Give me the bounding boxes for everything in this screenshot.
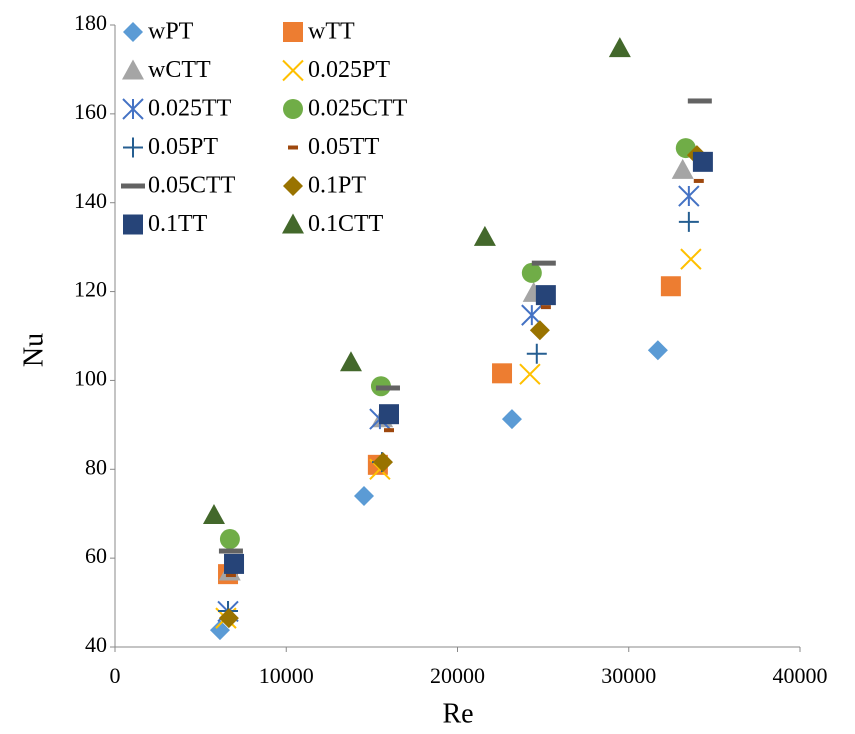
- y-tick-label: 40: [85, 632, 107, 657]
- legend-marker: [283, 99, 303, 119]
- y-axis-title: Nu: [18, 333, 49, 367]
- point: [608, 37, 631, 58]
- point: [531, 260, 556, 266]
- x-tick-label: 40000: [773, 663, 828, 688]
- point: [501, 409, 522, 430]
- point: [692, 151, 713, 172]
- point: [521, 262, 542, 283]
- point: [373, 452, 394, 473]
- legend-marker: [123, 214, 143, 235]
- y-tick-label: 120: [74, 277, 107, 302]
- point: [492, 363, 513, 384]
- point: [225, 573, 236, 578]
- legend-marker: [282, 59, 304, 82]
- y-tick-label: 100: [74, 365, 107, 390]
- x-tick-label: 20000: [430, 663, 485, 688]
- point: [678, 211, 699, 232]
- legend-label: 0.1TT: [148, 211, 208, 237]
- x-tick-label: 0: [110, 663, 121, 688]
- point: [219, 529, 240, 550]
- y-tick-label: 160: [74, 99, 107, 124]
- point: [224, 553, 245, 574]
- y-tick-label: 180: [74, 10, 107, 35]
- legend-label: wPT: [148, 19, 194, 45]
- point: [660, 276, 681, 297]
- point: [678, 185, 700, 207]
- x-axis-title: Re: [442, 698, 473, 729]
- point: [384, 428, 394, 433]
- legend-label: 0.05PT: [148, 134, 218, 160]
- point: [540, 305, 551, 310]
- point: [379, 404, 399, 425]
- legend-label: wCTT: [148, 57, 211, 83]
- legend-marker: [122, 59, 144, 80]
- legend-marker: [283, 176, 303, 196]
- point: [526, 343, 547, 364]
- legend-label: 0.1PT: [308, 173, 366, 199]
- point: [535, 285, 556, 306]
- point: [218, 608, 239, 629]
- legend-marker: [123, 22, 143, 42]
- point: [529, 320, 550, 341]
- point: [353, 485, 374, 506]
- legend-marker: [282, 213, 304, 234]
- legend-marker: [288, 145, 298, 150]
- legend-label: 0.05TT: [308, 134, 380, 160]
- legend-label: 0.05CTT: [148, 173, 236, 199]
- legend-label: 0.025PT: [308, 57, 390, 83]
- legend-label: 0.025CTT: [308, 96, 408, 122]
- point: [473, 225, 496, 246]
- legend-label: 0.025TT: [148, 96, 232, 122]
- point: [647, 340, 668, 361]
- point: [671, 158, 694, 179]
- point: [339, 351, 362, 372]
- y-tick-label: 60: [85, 543, 107, 568]
- y-tick-label: 140: [74, 188, 107, 213]
- point: [375, 385, 400, 391]
- point: [693, 178, 704, 183]
- point: [680, 248, 702, 270]
- point: [209, 620, 230, 641]
- x-tick-label: 10000: [259, 663, 314, 688]
- point: [218, 548, 243, 554]
- legend-marker: [122, 98, 144, 120]
- y-tick-label: 80: [85, 454, 107, 479]
- legend-marker: [121, 183, 145, 189]
- x-tick-label: 30000: [601, 663, 656, 688]
- legend-label: wTT: [308, 19, 355, 45]
- legend-marker: [283, 22, 303, 42]
- point: [687, 98, 712, 104]
- point: [519, 363, 541, 385]
- legend-marker: [123, 137, 143, 158]
- point: [202, 504, 225, 525]
- legend-label: 0.1CTT: [308, 211, 384, 237]
